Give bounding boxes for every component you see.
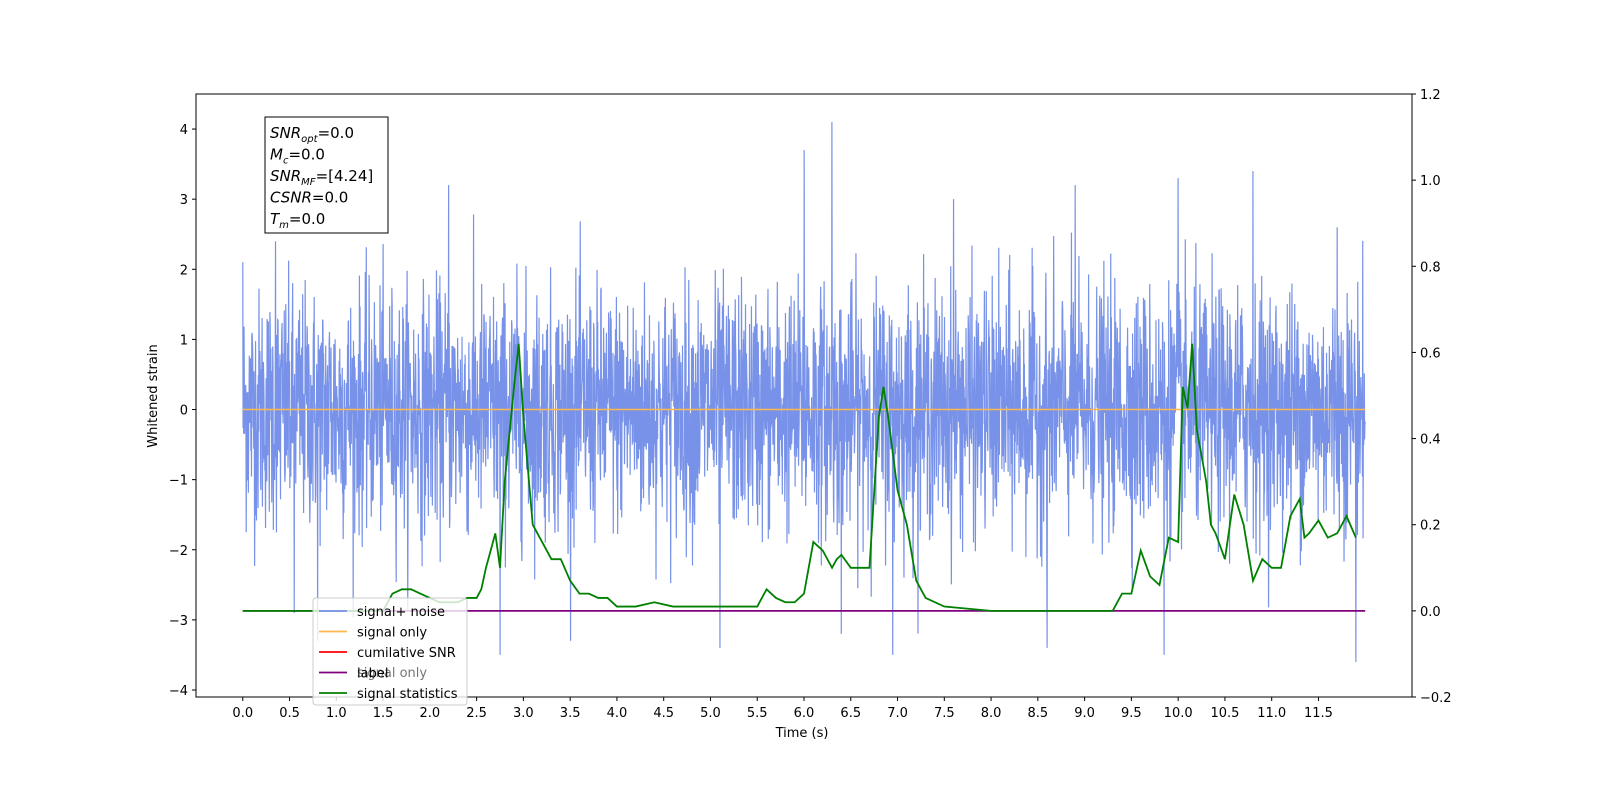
annotation-line: CSNR=0.0: [270, 189, 348, 207]
y-axis-left: −4 −3 −2 −1 0 1 2 3 4: [169, 123, 196, 699]
y-right-tick-label: −0.2: [1420, 691, 1452, 706]
x-tick-label: 0.0: [232, 706, 253, 721]
y-right-tick-label: 0.4: [1420, 433, 1441, 448]
x-axis: 0.0 0.5 1.0 1.5 2.0 2.5 3.0 3.5 4.0 4.5 5.0 5.5 6.0 6…: [232, 697, 1333, 721]
x-tick-label: 2.0: [420, 706, 441, 721]
legend-label: signal statistics: [357, 687, 458, 702]
annotation-value: =0.0: [312, 189, 348, 207]
annotation-subscript: c: [283, 156, 289, 167]
y-left-tick-label: 3: [180, 193, 188, 208]
y-left-tick-label: −1: [169, 474, 188, 489]
annotation-value: =0.0: [288, 146, 324, 164]
y-right-tick-label: 1.2: [1420, 88, 1441, 103]
series-signal-statistics-line: [242, 343, 1357, 612]
x-tick-label: 6.5: [840, 706, 861, 721]
x-axis-title: Time (s): [775, 726, 829, 741]
annotation-line: Mc=0.0: [270, 146, 325, 167]
annotation-subscript: m: [279, 220, 289, 231]
x-tick-label: 5.5: [747, 706, 768, 721]
x-tick-label: 4.0: [607, 706, 628, 721]
annotation-value: =0.0: [289, 210, 325, 228]
x-tick-label: 10.5: [1210, 706, 1239, 721]
legend-label: cumilative SNR: [357, 646, 456, 661]
x-tick-label: 4.5: [653, 706, 674, 721]
annotation-line: Tm=0.0: [270, 210, 325, 231]
y-right-tick-label: 0.8: [1420, 260, 1441, 275]
annotation-box-frame: [264, 116, 389, 234]
annotation-line: SNRMF=[4.24]: [270, 167, 373, 188]
x-tick-label: 8.5: [1028, 706, 1049, 721]
x-tick-label: 0.5: [279, 706, 300, 721]
y-left-tick-label: −2: [169, 544, 188, 559]
y-right-tick-label: 0.2: [1420, 519, 1441, 534]
y-axis-left-title: Whitened strain: [146, 344, 161, 447]
x-tick-label: 5.0: [700, 706, 721, 721]
annotation-subscript: MF: [301, 177, 316, 188]
legend: signal only signal+ noise signal only cumi…: [312, 597, 468, 706]
annotation-symbol: M: [270, 146, 283, 164]
annotation-symbol: SNR: [270, 167, 301, 185]
x-tick-label: 11.0: [1257, 706, 1286, 721]
annotation-subscript: opt: [301, 134, 318, 145]
y-axis-right: −0.2 0.0 0.2 0.4 0.6 0.8 1.0 1.2: [1412, 88, 1452, 706]
x-tick-label: 7.0: [887, 706, 908, 721]
annotation-symbol: T: [270, 210, 281, 228]
x-tick-label: 9.0: [1074, 706, 1095, 721]
x-tick-label: 2.5: [466, 706, 487, 721]
legend-frame: [312, 597, 468, 706]
series-layer: [242, 122, 1366, 662]
x-tick-label: 10.0: [1164, 706, 1193, 721]
y-right-tick-label: 0.6: [1420, 346, 1441, 361]
legend-label: signal+ noise: [357, 605, 445, 620]
x-tick-label: 3.0: [513, 706, 534, 721]
y-left-tick-label: −4: [169, 684, 188, 699]
annotation-value: =0.0: [318, 124, 354, 142]
x-tick-label: 1.5: [373, 706, 394, 721]
x-tick-label: 7.5: [934, 706, 955, 721]
y-left-tick-label: 4: [180, 123, 188, 138]
series-signal-noise-line: [242, 122, 1366, 662]
x-tick-label: 8.0: [981, 706, 1002, 721]
annotation-symbol: SNR: [270, 124, 301, 142]
x-tick-label: 3.5: [560, 706, 581, 721]
x-tick-label: 11.5: [1304, 706, 1333, 721]
legend-label: signal only: [357, 626, 427, 641]
y-right-tick-label: 1.0: [1420, 174, 1441, 189]
legend-label: label: [357, 667, 388, 682]
y-left-tick-label: 1: [180, 333, 188, 348]
x-tick-label: 6.0: [794, 706, 815, 721]
parameter-annotation-box: SNRopt=0.0Mc=0.0SNRMF=[4.24]CSNR=0.0Tm=0…: [264, 116, 389, 234]
x-tick-label: 1.0: [326, 706, 347, 721]
y-right-tick-label: 0.0: [1420, 605, 1441, 620]
annotation-line: SNRopt=0.0: [270, 124, 354, 145]
x-tick-label: 9.5: [1121, 706, 1142, 721]
y-left-tick-label: 0: [180, 404, 188, 419]
legend-overlap-text: signal only: [357, 666, 427, 681]
annotation-symbol: CSNR: [270, 189, 312, 207]
y-left-tick-label: 2: [180, 263, 188, 278]
annotation-value: =[4.24]: [316, 167, 374, 185]
y-left-tick-label: −3: [169, 614, 188, 629]
